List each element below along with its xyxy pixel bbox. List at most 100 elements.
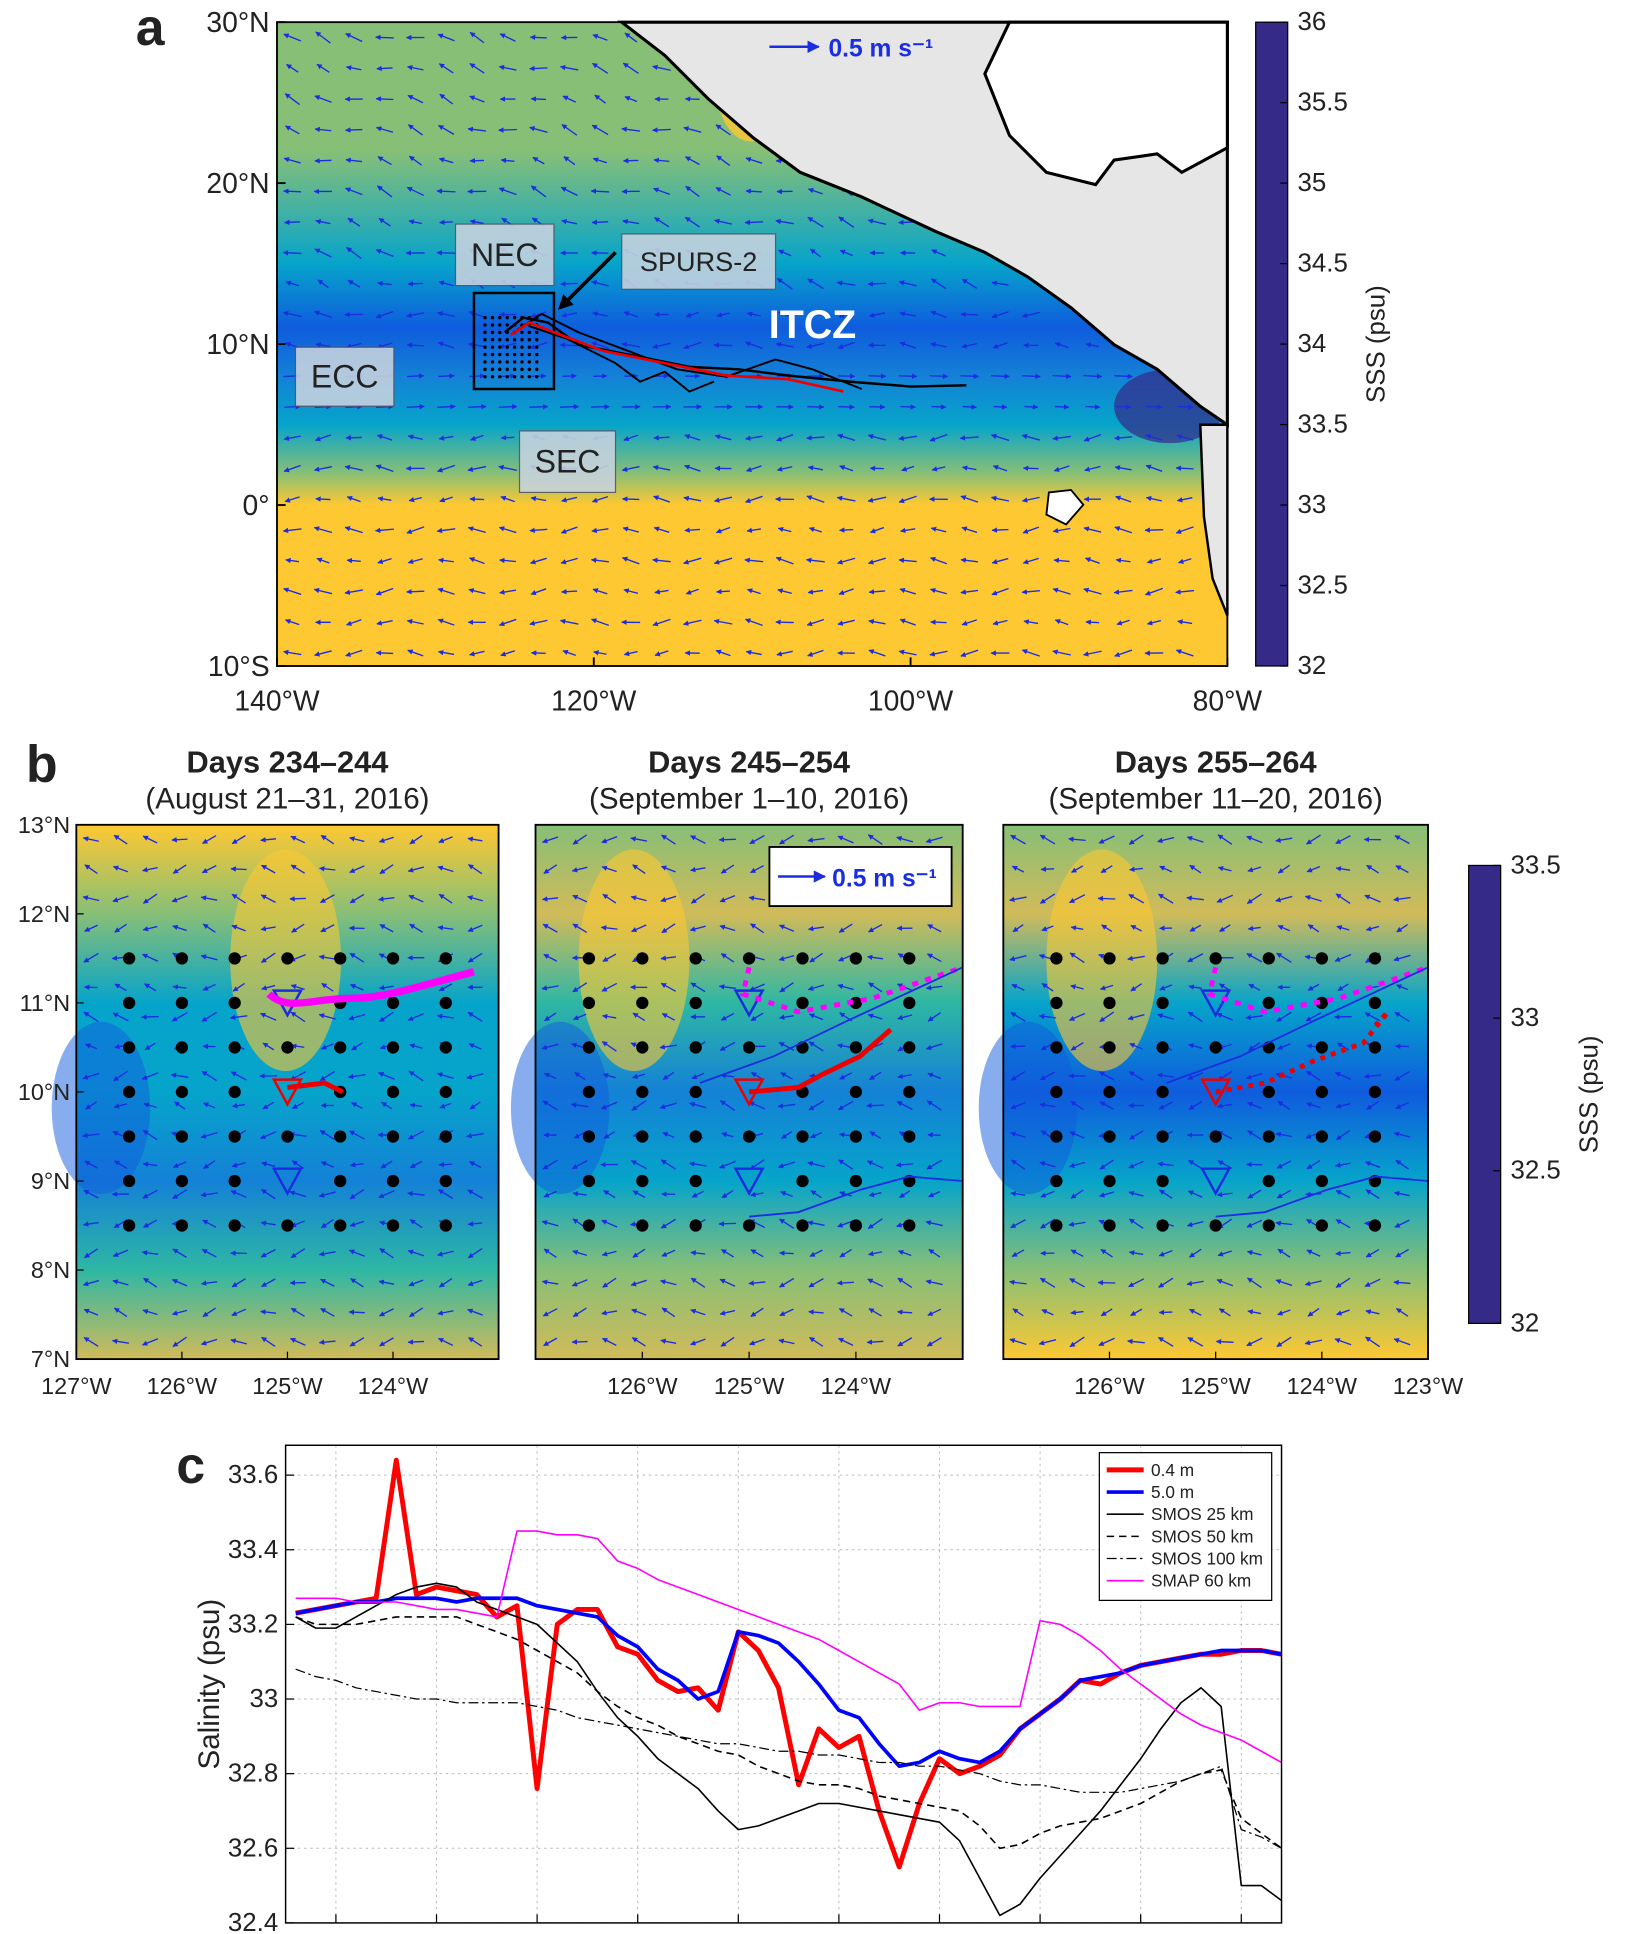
- current-arrow: [632, 864, 646, 874]
- current-arrow: [290, 1011, 306, 1023]
- current-arrow: [1176, 434, 1194, 441]
- current-arrow: [314, 126, 332, 133]
- current-arrow: [1158, 893, 1174, 904]
- current-arrow: [744, 557, 764, 563]
- x-tick-label: 125°W: [1180, 1373, 1250, 1399]
- mooring-dot: [1156, 1085, 1169, 1099]
- mooring-dot: [281, 1041, 294, 1054]
- mooring-dot: [1315, 952, 1329, 965]
- current-arrow: [1395, 1159, 1409, 1170]
- current-arrow: [898, 649, 917, 656]
- current-arrow: [318, 1339, 336, 1345]
- current-arrow: [291, 1101, 304, 1110]
- current-arrow: [750, 1012, 764, 1022]
- current-arrow: [1146, 404, 1163, 410]
- panel-label: c: [176, 1436, 205, 1494]
- current-arrow: [409, 1102, 423, 1108]
- mooring-dot: [512, 338, 517, 342]
- current-arrow: [316, 557, 330, 564]
- current-arrow: [1083, 433, 1102, 442]
- annotation-box: [621, 233, 777, 290]
- current-arrow: [318, 1013, 336, 1020]
- current-arrow: [601, 982, 618, 992]
- mooring-dot: [490, 360, 495, 364]
- current-arrow: [926, 953, 942, 963]
- current-arrow: [1158, 1309, 1173, 1316]
- current-arrow: [409, 1307, 424, 1318]
- current-arrow: [775, 218, 794, 225]
- current-arrow: [1275, 837, 1293, 843]
- current-arrow: [899, 341, 916, 349]
- current-arrow: [809, 952, 823, 963]
- current-arrow: [927, 1308, 942, 1317]
- mooring-dot: [483, 360, 487, 364]
- current-arrow: [347, 1073, 366, 1080]
- current-arrow: [438, 983, 453, 992]
- current-arrow: [84, 1160, 98, 1169]
- mooring-dot: [122, 1219, 136, 1232]
- current-arrow: [172, 1189, 188, 1200]
- colorbar-tick-label: 33: [1511, 1004, 1540, 1032]
- current-arrow: [283, 157, 301, 164]
- mooring-dot: [1262, 996, 1275, 1010]
- current-arrow: [172, 1161, 187, 1168]
- current-arrow: [469, 95, 485, 103]
- current-arrow: [1070, 1189, 1084, 1199]
- current-arrow: [1144, 587, 1164, 596]
- current-arrow: [112, 865, 129, 873]
- current-arrow: [1145, 464, 1163, 472]
- current-arrow: [1176, 404, 1194, 410]
- current-arrow: [499, 589, 517, 595]
- current-arrow: [1010, 834, 1026, 845]
- current-arrow: [1186, 1280, 1204, 1287]
- mooring-dot: [520, 330, 524, 335]
- current-arrow: [144, 983, 157, 992]
- current-arrow: [778, 1041, 795, 1051]
- current-arrow: [1187, 1072, 1204, 1080]
- mooring-dot: [439, 996, 452, 1010]
- current-arrow: [714, 218, 733, 225]
- current-arrow: [467, 1308, 483, 1316]
- current-arrow: [866, 1160, 884, 1169]
- current-arrow: [437, 311, 455, 318]
- colorbar-label: SSS (psu): [1362, 285, 1390, 403]
- current-arrow: [1393, 896, 1411, 902]
- current-arrow: [1085, 342, 1100, 348]
- y-tick-label: 33.6: [228, 1461, 278, 1489]
- current-arrow: [84, 924, 98, 932]
- current-arrow: [690, 893, 705, 904]
- current-arrow: [690, 1308, 706, 1316]
- current-arrow: [623, 650, 638, 657]
- current-arrow: [290, 1307, 305, 1317]
- y-tick-label: 7°N: [31, 1346, 70, 1372]
- current-arrow: [408, 219, 423, 225]
- mooring-dot: [386, 996, 400, 1010]
- current-arrow: [467, 403, 487, 410]
- current-arrow: [1052, 435, 1071, 441]
- current-arrow: [1246, 953, 1263, 963]
- current-arrow: [591, 280, 609, 287]
- current-arrow: [778, 1014, 794, 1020]
- current-arrow: [439, 93, 454, 105]
- current-arrow: [320, 894, 335, 904]
- current-arrow: [436, 250, 456, 256]
- current-arrow: [1009, 955, 1027, 962]
- current-arrow: [716, 155, 731, 167]
- mooring-dot: [582, 1041, 596, 1054]
- current-arrow: [439, 1102, 452, 1109]
- current-arrow: [408, 1279, 424, 1287]
- colorbar-tick-label: 35.5: [1298, 89, 1348, 117]
- current-arrow: [561, 496, 578, 503]
- current-arrow: [84, 1248, 99, 1259]
- panel-c: 32.432.632.83333.233.433.623623723823924…: [176, 1436, 1283, 1934]
- current-arrow: [574, 1071, 586, 1081]
- mooring-dot: [742, 952, 756, 965]
- current-arrow: [750, 1307, 764, 1318]
- current-arrow: [1275, 1279, 1293, 1287]
- current-arrow: [437, 33, 455, 42]
- current-arrow: [348, 1013, 366, 1021]
- current-arrow: [285, 557, 300, 564]
- current-arrow: [897, 1277, 913, 1288]
- current-arrow: [900, 404, 916, 410]
